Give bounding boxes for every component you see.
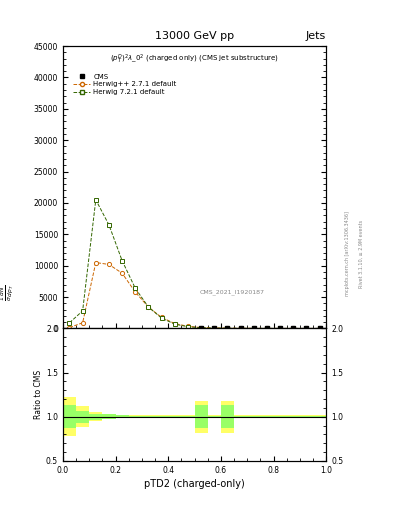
Text: $(p_T^D)^2\lambda\_0^2$ (charged only) (CMS jet substructure): $(p_T^D)^2\lambda\_0^2$ (charged only) (… [110,53,279,67]
Legend: CMS, Herwig++ 2.7.1 default, Herwig 7.2.1 default: CMS, Herwig++ 2.7.1 default, Herwig 7.2.… [72,72,178,96]
Text: 13000 GeV pp: 13000 GeV pp [155,31,234,41]
Text: CMS_2021_I1920187: CMS_2021_I1920187 [200,289,265,294]
Text: Rivet 3.1.10, ≥ 2.9M events: Rivet 3.1.10, ≥ 2.9M events [359,219,364,288]
Text: mcplots.cern.ch [arXiv:1306.3436]: mcplots.cern.ch [arXiv:1306.3436] [345,211,350,296]
Y-axis label: Ratio to CMS: Ratio to CMS [34,370,43,419]
Text: Jets: Jets [306,31,326,41]
X-axis label: pTD2 (charged-only): pTD2 (charged-only) [144,479,245,489]
Text: $\frac{1}{\sigma}\frac{dN}{dp_T}$: $\frac{1}{\sigma}\frac{dN}{dp_T}$ [0,284,17,301]
